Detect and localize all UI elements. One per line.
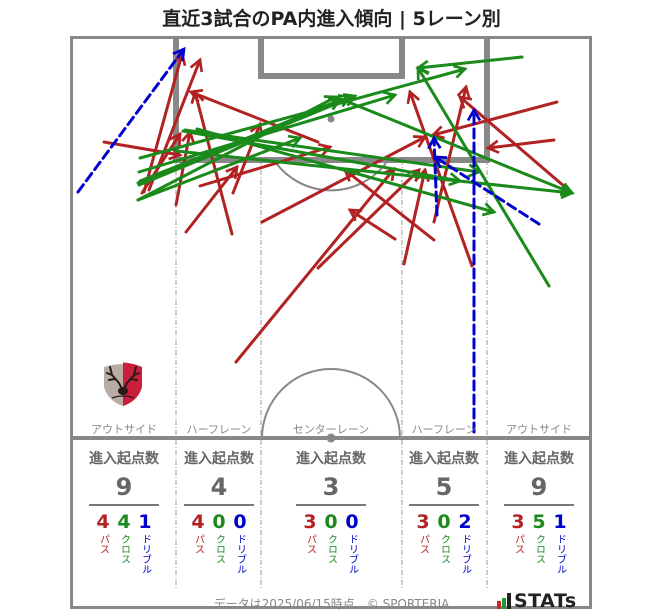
divider <box>296 504 366 506</box>
dribble-arrow <box>432 155 541 226</box>
dribble-label: ドリブル <box>346 534 358 574</box>
lane-label-halfspace-right: ハーフレーン <box>411 423 477 436</box>
pass-count: 3 <box>303 511 317 533</box>
center-spot <box>326 433 336 443</box>
stats-logo-icon <box>497 593 511 609</box>
stat-total: 4 <box>210 473 228 501</box>
pass-label: パス <box>192 534 204 554</box>
divider <box>89 504 159 506</box>
dribble-label: ドリブル <box>459 534 471 574</box>
cross-arrow <box>174 149 575 200</box>
cross-count: 0 <box>324 511 338 533</box>
divider <box>409 504 479 506</box>
penalty-area <box>173 38 490 163</box>
penalty-spot <box>327 115 335 123</box>
divider <box>504 504 574 506</box>
lane-label-outside-left: アウトサイド <box>91 423 157 436</box>
lane-dividers <box>175 160 488 590</box>
dribble-arrow <box>427 135 442 217</box>
dribble-label: ドリブル <box>234 534 246 574</box>
stat-total: 5 <box>435 473 453 501</box>
divider <box>184 504 254 506</box>
pass-arrow <box>432 84 471 224</box>
dribble-label: ドリブル <box>554 534 566 574</box>
cross-label: クロス <box>438 534 450 564</box>
pass-count: 4 <box>191 511 205 533</box>
stats-logo: STATs <box>497 590 577 612</box>
cross-arrow <box>136 134 303 202</box>
cross-count: 4 <box>117 511 131 533</box>
pass-count: 4 <box>96 511 110 533</box>
cross-count: 0 <box>437 511 451 533</box>
cross-count: 0 <box>212 511 226 533</box>
lane-label-outside-right: アウトサイド <box>506 423 572 436</box>
dribble-count: 2 <box>458 511 472 533</box>
center-circle <box>261 368 401 439</box>
stat-header: 進入起点数 <box>409 451 479 467</box>
stat-header: 進入起点数 <box>184 451 254 467</box>
cross-label: クロス <box>118 534 130 564</box>
pass-arrow <box>190 89 234 236</box>
cross-arrow <box>137 93 358 187</box>
pass-arrow <box>260 135 428 224</box>
pass-arrow <box>402 167 430 266</box>
dribble-count: 1 <box>138 511 152 533</box>
pass-label: パス <box>512 534 524 554</box>
stats-outside-left: 進入起点数 9 4 パス 4 クロス 1 ドリブル <box>76 448 172 574</box>
stat-header: 進入起点数 <box>89 451 159 467</box>
footer-credit: データは2025/06/15時点 © SPORTERIA <box>213 597 450 611</box>
cross-label: クロス <box>213 534 225 564</box>
cross-arrow <box>138 64 468 160</box>
pass-count: 3 <box>416 511 430 533</box>
lane-label-halfspace-left: ハーフレーン <box>186 423 252 436</box>
pass-label: パス <box>97 534 109 554</box>
cross-count: 5 <box>532 511 546 533</box>
pitch-frame <box>70 36 592 609</box>
stat-total: 3 <box>322 473 340 501</box>
stats-center: 進入起点数 3 3 パス 0 クロス 0 ドリブル <box>262 448 400 574</box>
chart-title: 直近3試合のPA内進入傾向 | 5レーン別 <box>162 8 501 30</box>
dribble-count: 1 <box>553 511 567 533</box>
cross-arrow <box>183 128 482 178</box>
cross-arrow <box>416 65 551 288</box>
lane-label-center: センターレーン <box>292 423 370 436</box>
stats-logo-text: STATs <box>514 590 577 612</box>
pass-count: 3 <box>511 511 525 533</box>
team-crest-icon <box>104 362 142 406</box>
dribble-label: ドリブル <box>139 534 151 574</box>
dribble-arrow <box>76 46 186 194</box>
pass-label: パス <box>304 534 316 554</box>
stats-outside-right: 進入起点数 9 3 パス 5 クロス 1 ドリブル <box>489 448 589 574</box>
stats-halfspace-left: 進入起点数 4 4 パス 0 クロス 0 ドリブル <box>178 448 260 574</box>
cross-label: クロス <box>533 534 545 564</box>
pass-arrow <box>140 131 182 195</box>
stats-halfspace-right: 進入起点数 5 3 パス 0 クロス 2 ドリブル <box>403 448 485 574</box>
cross-label: クロス <box>325 534 337 564</box>
dribble-arrows <box>76 46 541 434</box>
pass-arrow <box>342 168 436 242</box>
stat-total: 9 <box>115 473 133 501</box>
pass-arrow <box>234 166 396 364</box>
dribble-count: 0 <box>233 511 247 533</box>
stat-header: 進入起点数 <box>504 451 574 467</box>
pass-label: パス <box>417 534 429 554</box>
cross-arrow <box>181 129 463 187</box>
cross-arrow <box>334 95 575 196</box>
pass-arrow <box>430 100 559 140</box>
stat-total: 9 <box>530 473 548 501</box>
penalty-arc <box>275 162 387 192</box>
pass-arrow <box>485 138 556 154</box>
cross-arrow <box>415 55 524 75</box>
goal-area <box>258 38 405 79</box>
dribble-count: 0 <box>345 511 359 533</box>
cross-arrows <box>136 55 575 288</box>
pass-arrow <box>188 88 320 144</box>
pass-arrow <box>347 208 397 241</box>
stat-header: 進入起点数 <box>296 451 366 467</box>
